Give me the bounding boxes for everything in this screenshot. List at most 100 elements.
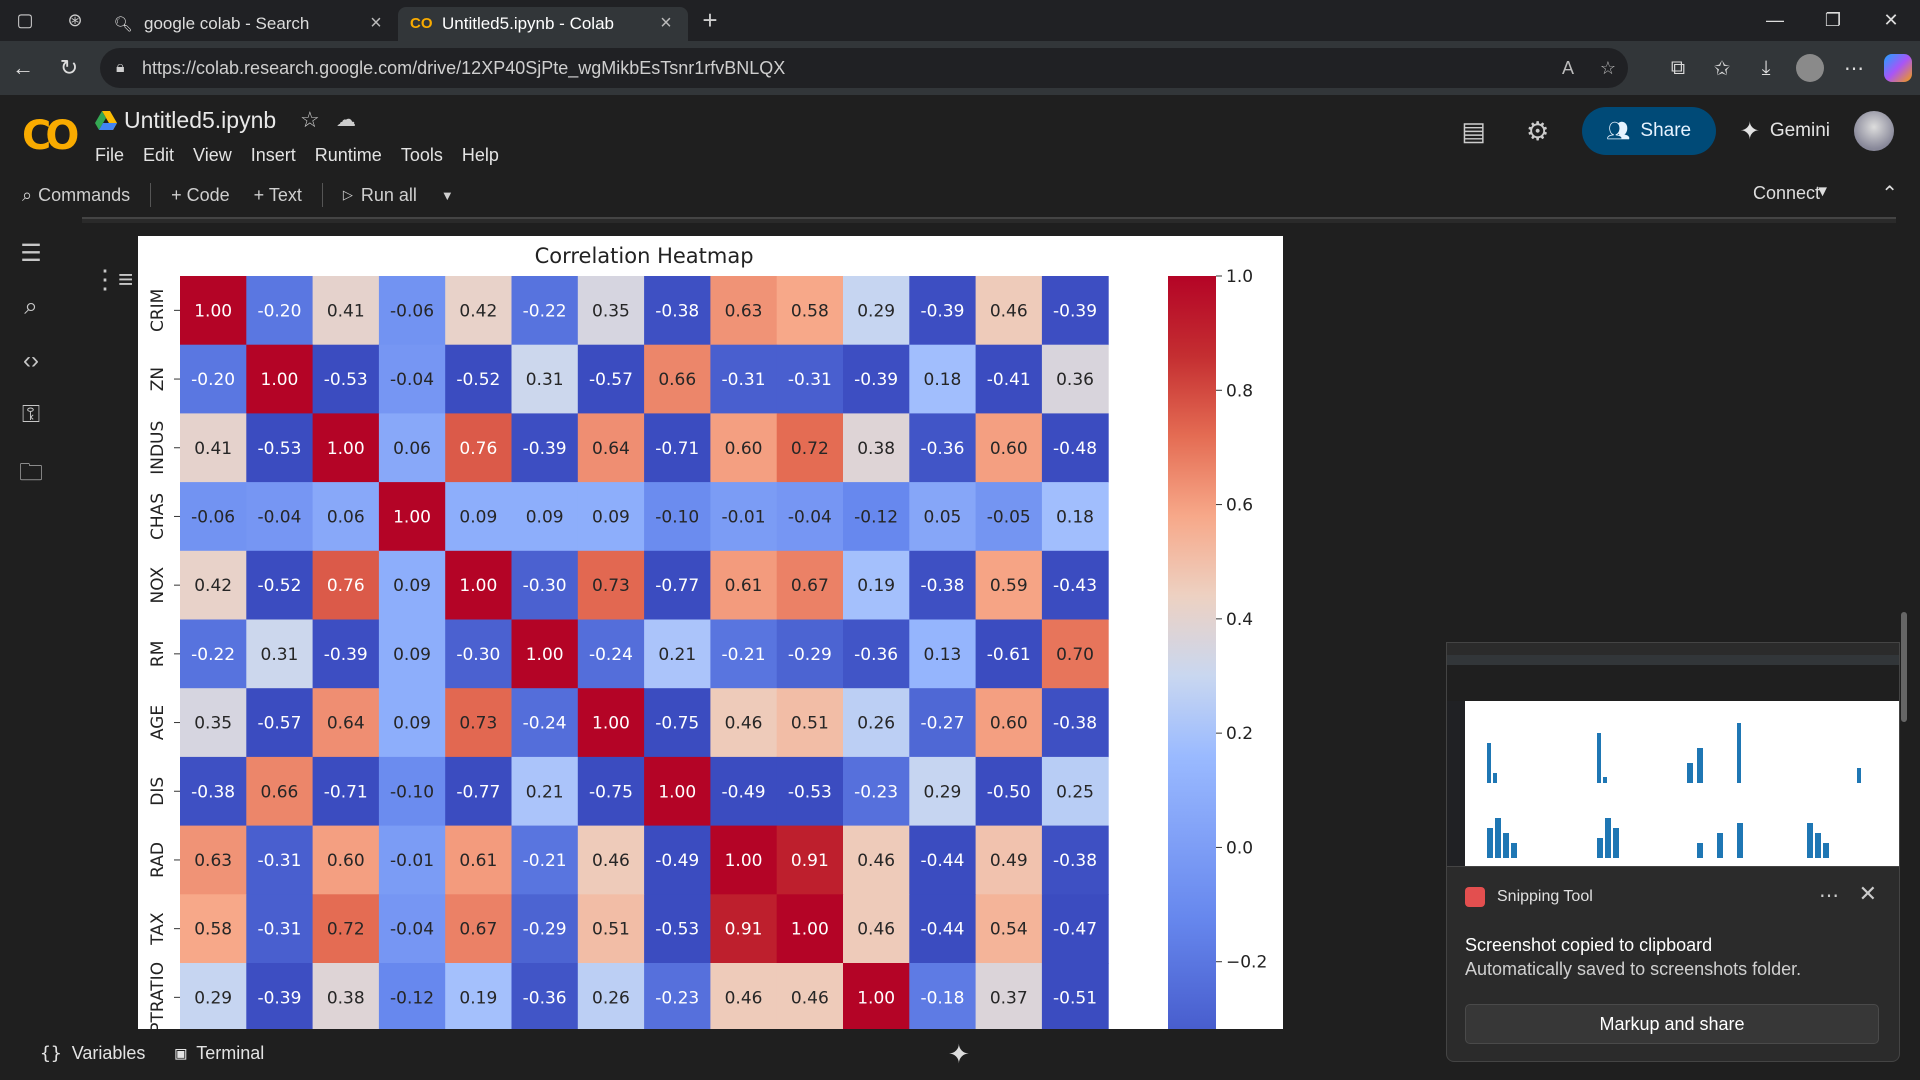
files-folder-icon[interactable]: 🗀 (19, 459, 43, 486)
terminal-button[interactable]: ▣ Terminal (175, 1043, 264, 1064)
table-of-contents-icon[interactable]: ☰ (20, 240, 42, 267)
url-field[interactable]: 🔒︎ https://colab.research.google.com/dri… (100, 48, 1628, 88)
play-icon: ▷ (342, 187, 353, 202)
copilot-icon[interactable] (1884, 54, 1912, 82)
cell-value-label: -0.22 (191, 645, 235, 665)
favorites-icon[interactable]: ✩ (1713, 57, 1731, 80)
close-tab-icon[interactable]: × (660, 12, 672, 34)
colorbar-tick-label: 0.6 (1226, 496, 1253, 516)
collapse-header-icon[interactable]: ⌃ (1881, 183, 1898, 205)
favorite-star-icon[interactable]: ☆ (1599, 57, 1617, 78)
cell-value-label: -0.39 (920, 301, 964, 321)
heatmap-cell (312, 825, 380, 895)
cell-value-label: -0.01 (722, 507, 766, 527)
cell-value-label: -0.51 (1053, 988, 1097, 1008)
cell-value-label: -0.22 (523, 301, 567, 321)
add-text-button[interactable]: + Text (253, 184, 302, 205)
gemini-sparkle-icon[interactable]: ✦ (948, 1039, 970, 1069)
heatmap-chart: Correlation Heatmap 1.00 -0.20 0.41 -0.06 0.4… (148, 244, 1267, 1029)
menu-help[interactable]: Help (461, 145, 499, 165)
reload-icon[interactable]: ↻ (59, 55, 79, 80)
more-options-icon[interactable]: ⋯ (1819, 885, 1839, 907)
share-button[interactable]: 👥︎ Share (1581, 107, 1716, 155)
heatmap-cell (909, 482, 977, 552)
cell-value-label: -0.39 (854, 370, 898, 390)
notebook-filename[interactable]: Untitled5.ipynb (124, 107, 277, 133)
heatmap-cell (975, 619, 1043, 689)
connect-dropdown-icon[interactable]: ▼ (1815, 183, 1830, 200)
menu-insert[interactable]: Insert (250, 145, 296, 165)
back-icon[interactable]: ← (12, 55, 34, 80)
markup-and-share-button[interactable]: Markup and share (1465, 1004, 1879, 1044)
star-icon[interactable]: ☆ (300, 107, 320, 132)
cell-value-label: -0.39 (324, 645, 368, 665)
run-all-dropdown-icon[interactable]: ▼ (440, 187, 454, 203)
cell-value-label: 1.00 (194, 301, 232, 321)
close-tab-icon[interactable]: × (370, 12, 382, 34)
cell-value-label: 0.63 (194, 851, 232, 871)
close-window-icon[interactable]: ✕ (1883, 10, 1899, 30)
cell-value-label: 0.37 (990, 988, 1028, 1008)
heatmap-cell (909, 894, 977, 964)
profile-icon[interactable] (1796, 54, 1824, 82)
lock-icon[interactable]: 🔒︎ (116, 59, 125, 76)
heatmap-cell (511, 963, 579, 1029)
comments-icon[interactable]: ▤ (1461, 115, 1486, 146)
cell-value-label: 0.64 (327, 714, 365, 734)
run-all-button[interactable]: ▷ Run all (331, 185, 429, 206)
cell-value-label: -0.53 (257, 439, 301, 459)
more-options-icon[interactable]: ⋯ (1844, 57, 1864, 80)
menu-view[interactable]: View (193, 145, 232, 165)
heatmap-cell (378, 963, 446, 1029)
menu-edit[interactable]: Edit (143, 145, 175, 165)
scrollbar[interactable] (1901, 612, 1907, 722)
cell-value-label: -0.18 (920, 988, 964, 1008)
secrets-key-icon[interactable]: ⚿ (21, 401, 41, 428)
heatmap-cell (511, 344, 579, 414)
connect-button[interactable]: Connect (1752, 183, 1820, 203)
commands-button[interactable]: ⌕ Commands (0, 185, 142, 206)
screenshot-thumbnail[interactable] (1446, 642, 1900, 867)
heatmap-cell (312, 413, 380, 483)
cell-value-label: -0.24 (523, 714, 567, 734)
downloads-icon[interactable]: ⤓ (1761, 56, 1771, 79)
menu-tools[interactable]: Tools (400, 145, 443, 165)
cell-value-label: -0.29 (523, 920, 567, 940)
cell-value-label: -0.31 (257, 851, 301, 871)
tab-colab[interactable]: CO Untitled5.ipynb - Colab × (398, 6, 688, 41)
heatmap-cell (378, 344, 446, 414)
menu-runtime[interactable]: Runtime (314, 145, 382, 165)
cell-value-label: -0.57 (257, 714, 301, 734)
heatmap-cell (710, 688, 778, 758)
restore-icon[interactable]: ❐ (1824, 10, 1842, 30)
minimize-icon[interactable]: — (1766, 10, 1784, 30)
colab-logo[interactable]: CO (22, 113, 79, 159)
heatmap-cell (710, 482, 778, 552)
cell-value-label: 0.46 (857, 851, 895, 871)
workspaces-icon[interactable]: ⊛ (67, 10, 83, 30)
output-options-icon[interactable]: ⋮≡ (92, 264, 134, 294)
new-tab-button[interactable]: + (702, 5, 718, 35)
read-aloud-icon[interactable]: A (1561, 57, 1574, 78)
code-snippets-icon[interactable]: ‹› (23, 347, 39, 374)
cell-value-label: 0.46 (990, 301, 1028, 321)
cell-value-label: 0.41 (194, 439, 232, 459)
menu-file[interactable]: File (95, 145, 125, 165)
find-replace-icon[interactable]: ⌕ (24, 293, 38, 320)
heatmap-cell (445, 550, 512, 620)
cell-value-label: 0.51 (791, 714, 829, 734)
extensions-icon[interactable]: ⧉ (1670, 56, 1686, 79)
gemini-button[interactable]: ✦ Gemini (1740, 117, 1830, 146)
settings-gear-icon[interactable]: ⚙ (1526, 115, 1550, 146)
heatmap-cell (776, 963, 844, 1029)
cell-value-label: 0.21 (526, 782, 564, 802)
heatmap-cell (843, 894, 910, 964)
tab-google-search[interactable]: 🔍︎ google colab - Search × (100, 7, 398, 41)
close-icon[interactable]: ✕ (1858, 881, 1877, 906)
sidebar-toggle-icon[interactable]: ▢ (16, 10, 34, 30)
variables-button[interactable]: {} Variables (40, 1043, 145, 1064)
cell-value-label: -0.48 (1053, 439, 1097, 459)
avatar[interactable] (1854, 111, 1894, 151)
heatmap-cell (909, 619, 977, 689)
add-code-button[interactable]: + Code (171, 184, 230, 205)
